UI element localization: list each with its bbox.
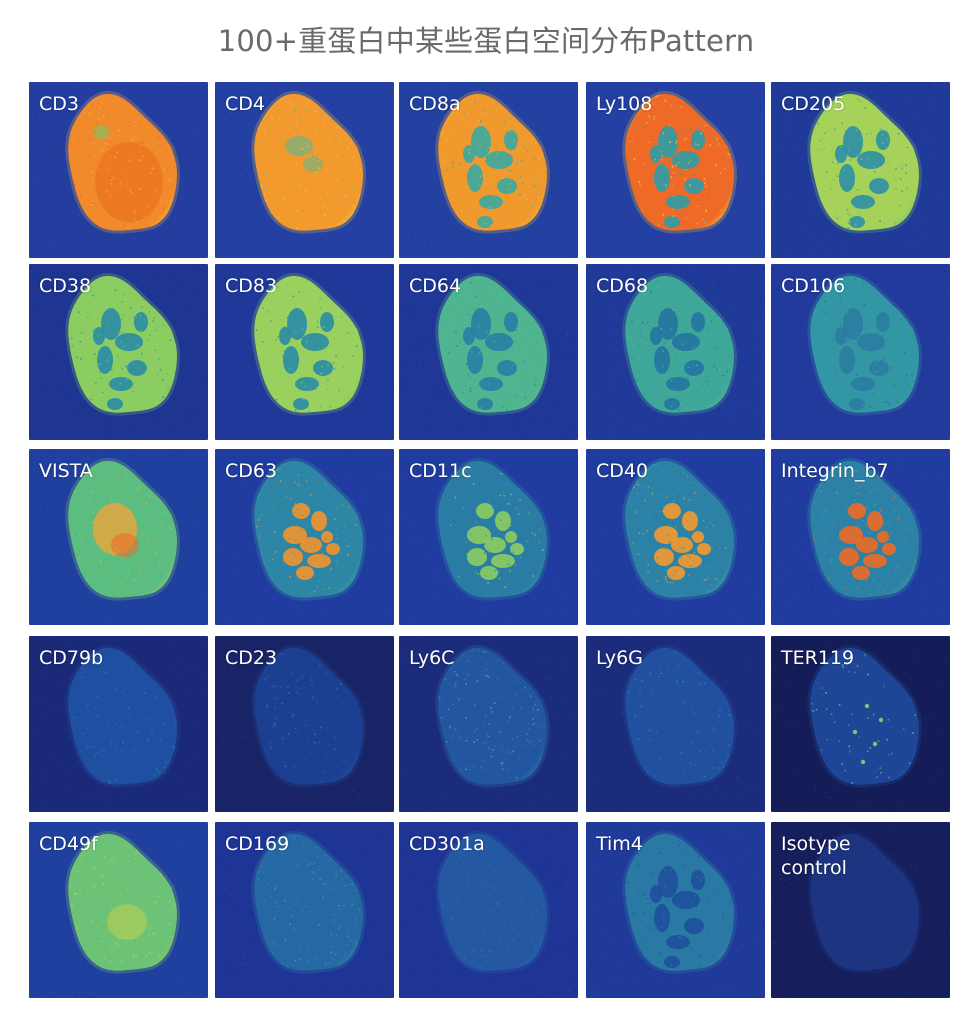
tissue-image — [30, 82, 208, 258]
panel-label: CD83 — [225, 275, 278, 297]
tissue-image — [771, 636, 948, 812]
panel-label: CD11c — [409, 460, 472, 482]
panel-label: CD68 — [596, 275, 649, 297]
tissue-image — [30, 824, 208, 998]
panel-label: Ly6C — [409, 647, 455, 669]
image-panel: CD205 — [771, 82, 950, 258]
image-panel: Ly108 — [586, 82, 765, 258]
image-panel: CD79b — [29, 636, 208, 812]
tissue-image — [399, 636, 578, 812]
panel-label: CD8a — [409, 93, 461, 115]
tissue-image — [771, 449, 950, 625]
tissue-body — [254, 833, 363, 971]
panel-label: CD40 — [596, 460, 649, 482]
image-panel: CD23 — [215, 636, 394, 812]
tissue-image — [399, 83, 578, 258]
tissue-image — [399, 264, 578, 440]
image-panel: CD38 — [29, 264, 208, 440]
image-panel: Tim4 — [586, 822, 765, 998]
panel-label: CD106 — [781, 275, 846, 297]
tissue-body — [810, 833, 919, 971]
panel-label: CD301a — [409, 833, 485, 855]
image-panel: CD11c — [399, 449, 578, 625]
image-panel: VISTA — [29, 449, 208, 625]
tissue-image — [215, 829, 394, 997]
image-panel: CD40 — [586, 449, 765, 625]
image-panel: Integrin_b7 — [771, 449, 950, 625]
panel-label: CD3 — [39, 93, 79, 115]
image-panel: CD169 — [215, 822, 394, 998]
tissue-body — [254, 647, 363, 785]
tissue-body — [438, 647, 547, 785]
panel-label: CD23 — [225, 647, 278, 669]
panel-label: TER119 — [781, 647, 855, 669]
image-panel: CD63 — [215, 449, 394, 625]
tissue-image — [216, 264, 393, 440]
tissue-image — [586, 452, 765, 625]
tissue-image — [586, 822, 765, 998]
tissue-image — [399, 449, 578, 625]
panel-label: Tim4 — [596, 833, 643, 855]
panel-label: CD205 — [781, 93, 846, 115]
tissue-body — [625, 460, 734, 598]
tissue-image — [216, 636, 394, 812]
image-panel: Ly6G — [586, 636, 765, 812]
image-panel: CD106 — [771, 264, 950, 440]
tissue-image — [400, 822, 578, 998]
tissue-body — [810, 647, 919, 785]
image-panel: CD4 — [215, 82, 394, 258]
tissue-body — [810, 460, 919, 598]
tissue-image — [29, 636, 207, 811]
image-panel: CD301a — [399, 822, 578, 998]
tissue-image — [589, 266, 765, 440]
tissue-image — [216, 84, 394, 258]
panel-label: CD49f — [39, 833, 98, 855]
tissue-image — [587, 637, 765, 812]
panel-label: CD63 — [225, 460, 278, 482]
image-panel: Isotype control — [771, 822, 950, 998]
image-panel: CD3 — [29, 82, 208, 258]
tissue-image — [215, 450, 392, 625]
panel-label: CD169 — [225, 833, 290, 855]
image-panel: TER119 — [771, 636, 950, 812]
panel-label: CD4 — [225, 93, 265, 115]
tissue-body — [438, 460, 547, 598]
image-panel: CD49f — [29, 822, 208, 998]
tissue-image — [29, 264, 206, 440]
image-panel: Ly6C — [399, 636, 578, 812]
tissue-image — [776, 265, 950, 439]
image-panel: CD68 — [586, 264, 765, 440]
panel-label: Ly6G — [596, 647, 643, 669]
tissue-body — [254, 460, 363, 598]
tissue-image — [771, 82, 950, 258]
panel-label: Ly108 — [596, 93, 653, 115]
panel-label: Integrin_b7 — [781, 460, 889, 482]
panel-label: Isotype control — [781, 833, 851, 879]
page-title: 100+重蛋白中某些蛋白空间分布Pattern — [217, 24, 755, 58]
panel-label: VISTA — [39, 460, 93, 482]
image-panel: CD83 — [215, 264, 394, 440]
tissue-image — [587, 83, 763, 258]
panel-label: CD38 — [39, 275, 92, 297]
tissue-image — [31, 449, 208, 625]
tissue-body — [68, 647, 177, 785]
tissue-body — [68, 833, 177, 971]
panel-label: CD79b — [39, 647, 104, 669]
image-panel: CD8a — [399, 82, 578, 258]
image-panel: CD64 — [399, 264, 578, 440]
tissue-image — [772, 823, 950, 998]
panel-label: CD64 — [409, 275, 462, 297]
